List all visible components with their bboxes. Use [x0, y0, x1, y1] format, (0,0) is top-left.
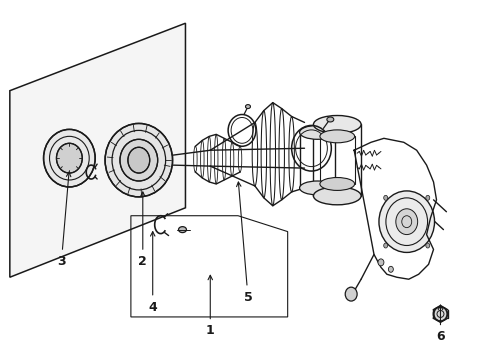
Ellipse shape — [396, 209, 417, 235]
Ellipse shape — [314, 187, 361, 205]
Ellipse shape — [178, 227, 187, 233]
Text: 5: 5 — [237, 182, 252, 303]
Text: 4: 4 — [148, 231, 157, 314]
Text: 6: 6 — [436, 305, 445, 343]
Text: 2: 2 — [138, 192, 147, 268]
Ellipse shape — [320, 130, 355, 143]
Ellipse shape — [426, 195, 430, 200]
Ellipse shape — [320, 177, 355, 190]
Ellipse shape — [299, 181, 335, 195]
Ellipse shape — [245, 105, 250, 109]
Ellipse shape — [426, 243, 430, 248]
Ellipse shape — [433, 307, 448, 321]
Ellipse shape — [384, 195, 388, 200]
Ellipse shape — [378, 259, 384, 266]
Ellipse shape — [327, 117, 334, 122]
Text: 3: 3 — [57, 172, 71, 268]
Ellipse shape — [299, 125, 335, 139]
Ellipse shape — [384, 243, 388, 248]
Text: 1: 1 — [206, 275, 215, 337]
Ellipse shape — [105, 123, 172, 197]
Ellipse shape — [389, 266, 393, 272]
Ellipse shape — [379, 191, 435, 252]
Polygon shape — [10, 23, 185, 277]
Ellipse shape — [314, 116, 361, 133]
Ellipse shape — [120, 139, 158, 181]
Ellipse shape — [56, 143, 82, 173]
Ellipse shape — [345, 287, 357, 301]
Ellipse shape — [128, 147, 150, 173]
Ellipse shape — [44, 129, 95, 187]
